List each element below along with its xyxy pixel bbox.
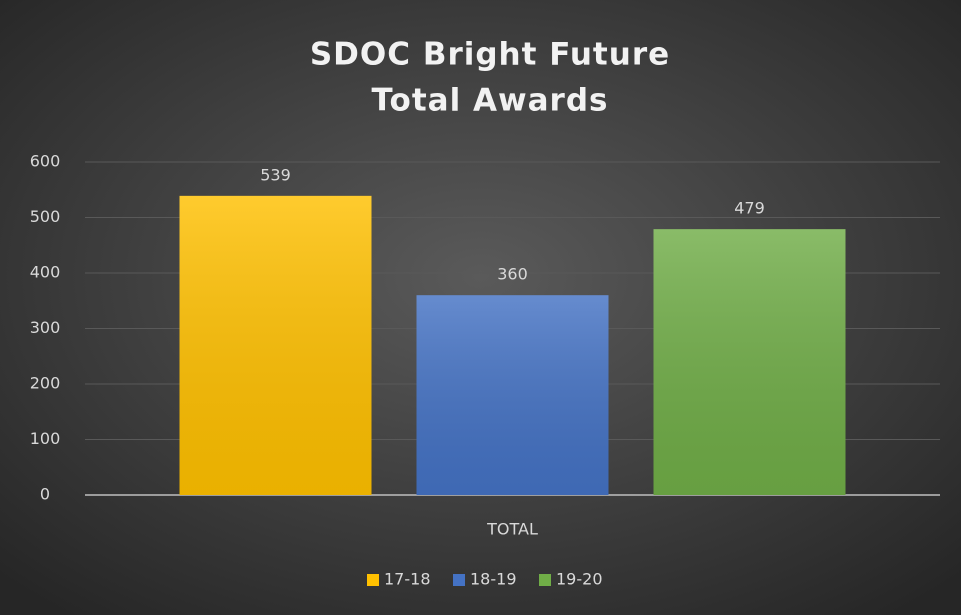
y-tick-label: 100 xyxy=(30,429,61,448)
x-tick-label: TOTAL xyxy=(486,520,538,539)
y-tick-label: 500 xyxy=(30,207,61,226)
chart-title: Total Awards xyxy=(372,83,609,119)
y-tick-label: 400 xyxy=(30,263,61,282)
y-tick-label: 0 xyxy=(40,485,50,504)
chart-title: SDOC Bright Future xyxy=(310,37,670,73)
y-tick-label: 300 xyxy=(30,318,61,337)
bar-shade xyxy=(179,195,372,496)
legend-label: 17-18 xyxy=(384,570,431,589)
legend-label: 19-20 xyxy=(556,570,603,589)
y-tick-label: 600 xyxy=(30,152,61,171)
data-label: 539 xyxy=(260,165,291,184)
legend-swatch xyxy=(367,574,379,586)
data-label: 360 xyxy=(497,265,528,284)
y-tick-label: 200 xyxy=(30,374,61,393)
data-label: 479 xyxy=(734,199,765,218)
legend-label: 18-19 xyxy=(470,570,517,589)
legend-swatch xyxy=(453,574,465,586)
bar-shade xyxy=(653,229,846,495)
bar-shade xyxy=(416,295,609,495)
legend-swatch xyxy=(539,574,551,586)
